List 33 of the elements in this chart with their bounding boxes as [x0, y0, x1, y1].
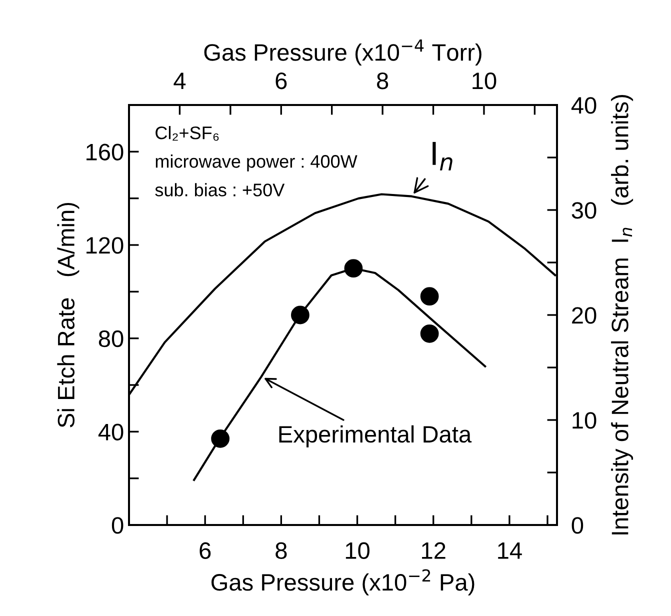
y2-tick-label: 0: [572, 517, 584, 534]
y-tick-label: 120: [86, 237, 124, 254]
point: [420, 287, 439, 306]
x-tick-label: 8: [276, 542, 287, 560]
y2-tick-label: 30: [572, 202, 596, 219]
x2-tick-label: 4: [174, 72, 186, 89]
y2-tick-label: 40: [571, 97, 596, 114]
point: [344, 259, 363, 278]
annotation: Cl₂+SF₆: [156, 126, 219, 141]
x2-tick-label: 10: [472, 72, 496, 90]
series-label: I$_{n}$: [432, 142, 452, 170]
y-axis-title: Si Etch Rate (A/min): [57, 202, 80, 428]
x-tick-label: 12: [422, 542, 446, 559]
x2-tick-label: 6: [276, 72, 287, 90]
x-tick-label: 6: [200, 542, 211, 560]
y2-tick-label: 10: [572, 412, 596, 429]
point: [420, 324, 439, 343]
x2-axis-title: Gas Pressure (x10$^{−4}$ Torr): [204, 40, 482, 66]
point: [211, 429, 230, 448]
x-tick-label: 10: [346, 542, 370, 560]
y-tick-label: 0: [112, 517, 124, 534]
y-tick-label: 40: [98, 424, 124, 440]
y-tick-label: 80: [98, 330, 124, 348]
legend-label: Experimental Data: [279, 425, 472, 448]
y-tick-label: 160: [86, 144, 124, 160]
x-axis-title: Gas Pressure (x10$^{−2}$ Pa): [211, 569, 474, 596]
point: [291, 306, 310, 324]
x-tick-label: 14: [498, 542, 522, 559]
x2-tick-label: 8: [377, 72, 388, 90]
y2-tick-label: 20: [572, 307, 596, 324]
annotation: microwave power : 400W: [156, 154, 358, 172]
annotation: sub. bias : +50V: [155, 183, 285, 196]
text: Intensity of Neutral Stream I$_{n}$ (arb. units): [611, 94, 634, 534]
